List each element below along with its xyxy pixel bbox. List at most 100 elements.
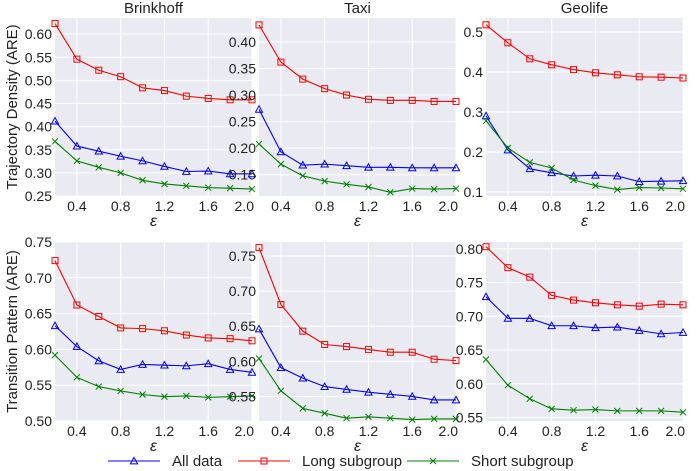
data-point xyxy=(613,407,621,415)
data-point xyxy=(203,359,213,368)
data-point xyxy=(226,335,234,343)
data-point xyxy=(451,395,460,404)
data-point xyxy=(181,166,191,175)
data-point xyxy=(613,71,621,79)
x-tick-label: 2.0 xyxy=(666,423,686,439)
data-point xyxy=(181,361,191,370)
data-point xyxy=(570,176,577,184)
legend-label: Short subgroup xyxy=(471,453,574,470)
data-point xyxy=(139,176,146,184)
data-point xyxy=(72,141,82,150)
data-point xyxy=(247,367,256,376)
x-axis-label: ε xyxy=(150,213,158,230)
data-point xyxy=(548,291,556,299)
data-point xyxy=(526,273,534,281)
y-tick-label: 0.55 xyxy=(456,410,483,426)
data-point xyxy=(590,170,600,179)
data-point xyxy=(255,21,263,29)
data-point xyxy=(51,351,59,359)
data-point xyxy=(504,381,512,389)
data-point xyxy=(277,387,285,395)
series-line xyxy=(258,143,457,193)
series-2 xyxy=(255,244,460,365)
data-point xyxy=(160,87,168,95)
x-tick-label: 1.6 xyxy=(198,423,218,439)
data-point xyxy=(503,313,513,322)
data-point xyxy=(634,176,644,185)
y-tick-label: 0.50 xyxy=(25,72,52,88)
data-point xyxy=(226,184,234,192)
y-tick-label: 0.15 xyxy=(229,167,256,183)
x-axis-label: ε xyxy=(581,213,589,230)
data-point xyxy=(364,95,372,103)
data-point xyxy=(116,151,126,160)
series-line xyxy=(485,246,684,307)
data-point xyxy=(321,409,329,417)
y-tick-label: 0.65 xyxy=(229,318,256,334)
data-point xyxy=(343,180,350,188)
x-axis-label: ε xyxy=(581,438,589,455)
data-point xyxy=(343,414,350,422)
data-point xyxy=(73,301,81,309)
data-point xyxy=(72,341,82,350)
x-tick-label: 1.2 xyxy=(155,423,175,439)
data-point xyxy=(657,300,665,308)
series-line xyxy=(54,325,253,373)
series-line xyxy=(54,141,253,190)
data-point xyxy=(634,325,644,334)
data-point xyxy=(482,243,490,251)
data-point xyxy=(182,331,190,339)
y-tick-label: 0.1 xyxy=(464,184,484,200)
data-point xyxy=(452,357,460,365)
series-line xyxy=(485,296,684,335)
series-line xyxy=(54,23,252,101)
data-point xyxy=(482,117,490,125)
panel-title: Taxi xyxy=(344,0,371,17)
x-tick-label: 0.4 xyxy=(271,423,291,439)
chart-panel-4: 0.50 0.55 0.60 0.65 0.70 0.75 0.4 0.8 1.2 1.6 2.0 ε… xyxy=(4,234,256,455)
y-tick-label: 0.5 xyxy=(464,24,484,40)
data-point xyxy=(657,407,665,415)
x-tick-label: 0.8 xyxy=(315,198,335,214)
legend-item-1: All data xyxy=(108,453,223,470)
data-point xyxy=(51,257,59,265)
y-tick-label: 0.30 xyxy=(25,165,52,181)
data-point xyxy=(225,169,235,178)
series-2 xyxy=(51,20,256,104)
data-point xyxy=(343,91,351,99)
panel-title: Geolife xyxy=(561,0,609,17)
data-point xyxy=(95,383,103,390)
data-point xyxy=(299,75,307,83)
y-tick-label: 0.60 xyxy=(229,353,256,369)
data-point xyxy=(385,162,395,171)
data-point xyxy=(679,408,687,416)
data-point xyxy=(363,162,373,171)
series-line xyxy=(485,115,684,183)
x-tick-label: 1.6 xyxy=(402,198,422,214)
data-point xyxy=(548,405,556,413)
data-point xyxy=(255,140,263,148)
data-point xyxy=(182,182,190,190)
x-tick-label: 1.6 xyxy=(629,423,649,439)
x-tick-label: 1.2 xyxy=(586,198,606,214)
series-3 xyxy=(51,351,256,401)
x-tick-label: 1.2 xyxy=(155,198,175,214)
data-point xyxy=(364,345,372,353)
data-point xyxy=(635,407,643,415)
data-point xyxy=(321,177,329,185)
y-tick-label: 0.65 xyxy=(25,306,52,322)
data-point xyxy=(429,163,439,172)
y-axis-label: Transition Pattern (ARE) xyxy=(4,250,21,413)
legend: All data Long subgroup Short subgroup xyxy=(108,453,574,470)
data-point xyxy=(225,364,235,373)
data-point xyxy=(248,185,256,193)
data-point xyxy=(116,364,126,373)
y-tick-label: 0.70 xyxy=(25,270,52,286)
legend-label: All data xyxy=(172,453,223,470)
data-point xyxy=(591,299,599,307)
data-point xyxy=(342,384,352,393)
series-2 xyxy=(482,21,687,82)
data-point xyxy=(592,406,599,413)
y-tick-label: 0.55 xyxy=(25,377,52,393)
